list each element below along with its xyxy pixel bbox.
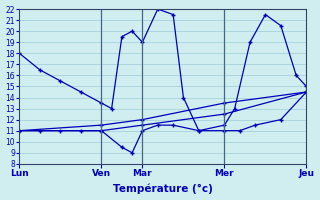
X-axis label: Température (°c): Température (°c) xyxy=(113,184,213,194)
